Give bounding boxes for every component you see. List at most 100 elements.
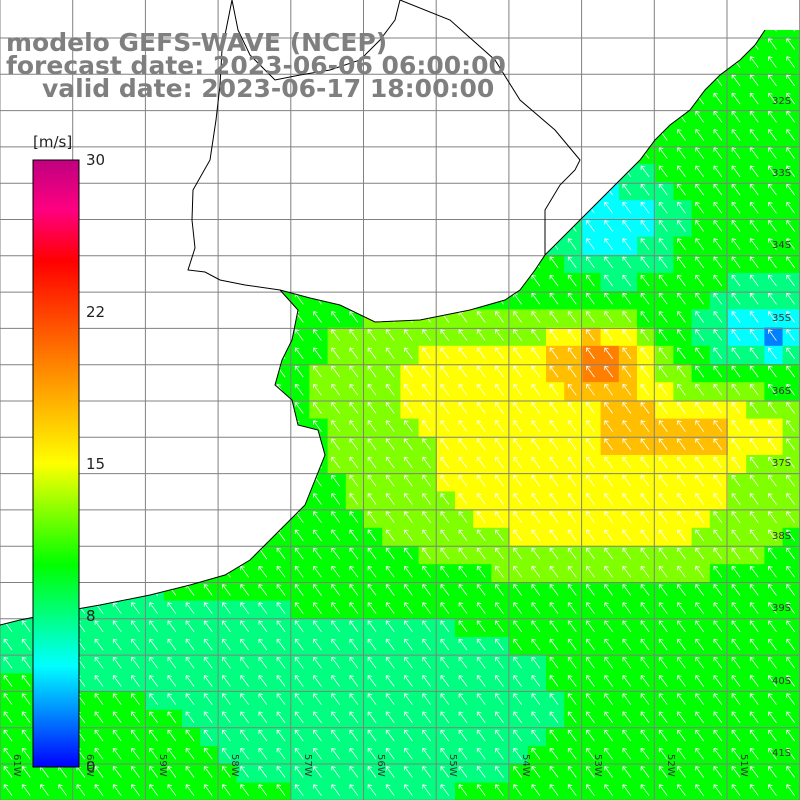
wind-arrow-icon (404, 493, 413, 505)
wind-arrow-icon (513, 493, 523, 505)
wind-arrow-icon (349, 365, 359, 378)
wind-cell (273, 782, 292, 800)
wind-arrow-icon (349, 693, 359, 705)
wind-arrow-icon (567, 438, 577, 451)
wind-cell (782, 418, 800, 438)
wind-cell (327, 782, 347, 800)
wind-arrow-icon (422, 693, 432, 705)
wind-arrow-icon (240, 584, 250, 596)
wind-arrow-icon (276, 656, 286, 669)
wind-arrow-icon (21, 784, 31, 796)
wind-arrow-icon (658, 529, 668, 542)
wind-arrow-icon (658, 656, 668, 669)
wind-arrow-icon (367, 529, 377, 542)
wind-arrow-icon (112, 638, 122, 651)
wind-arrow-icon (331, 602, 341, 614)
wind-arrow-icon (185, 620, 195, 633)
wind-arrow-icon (713, 274, 723, 287)
wind-arrow-icon (495, 529, 504, 542)
wind-arrow-icon (185, 784, 195, 796)
wind-arrow-icon (622, 547, 632, 560)
wind-cell (564, 782, 583, 800)
wind-arrow-icon (640, 220, 650, 232)
wind-arrow-icon (622, 675, 632, 687)
wind-arrow-icon (458, 438, 468, 451)
wind-arrow-icon (749, 456, 759, 469)
wind-cell (600, 782, 620, 800)
wind-cell (782, 400, 800, 420)
wind-arrow-icon (531, 784, 541, 796)
wind-arrow-icon (586, 675, 595, 687)
wind-arrow-icon (476, 638, 486, 651)
wind-arrow-icon (622, 656, 632, 669)
wind-arrow-icon (749, 474, 759, 487)
wind-arrow-icon (440, 656, 450, 669)
wind-arrow-icon (658, 493, 668, 505)
wind-arrow-icon (768, 365, 777, 378)
wind-cell (400, 782, 420, 800)
wind-arrow-icon (349, 529, 359, 542)
wind-arrow-icon (21, 656, 31, 669)
wind-arrow-icon (786, 74, 796, 87)
wind-arrow-icon (658, 329, 668, 341)
wind-arrow-icon (331, 529, 341, 542)
wind-arrow-icon (385, 620, 395, 633)
wind-arrow-icon (367, 420, 377, 432)
wind-arrow-icon (622, 383, 632, 396)
wind-cell (782, 54, 800, 74)
wind-arrow-icon (695, 711, 705, 724)
lon-label-59w: 59W (157, 754, 168, 777)
wind-arrow-icon (440, 347, 450, 360)
wind-arrow-icon (440, 402, 450, 414)
wind-arrow-icon (94, 711, 104, 724)
wind-arrow-icon (203, 638, 213, 651)
wind-arrow-icon (677, 511, 686, 523)
wind-arrow-icon (695, 129, 705, 141)
wind-arrow-icon (731, 547, 741, 560)
wind-arrow-icon (786, 420, 796, 432)
lat-label-37s: 37S (772, 458, 792, 469)
wind-arrow-icon (749, 256, 759, 269)
wind-arrow-icon (203, 711, 213, 724)
wind-cell (54, 782, 74, 800)
wind-arrow-icon (495, 675, 504, 687)
wind-cell (764, 782, 784, 800)
wind-arrow-icon (549, 420, 559, 432)
wind-arrow-icon (404, 638, 413, 651)
wind-arrow-icon (549, 675, 559, 687)
wind-arrow-icon (495, 656, 504, 669)
wind-arrow-icon (567, 620, 577, 633)
wind-arrow-icon (749, 347, 759, 360)
wind-arrow-icon (731, 529, 741, 542)
wind-arrow-icon (713, 147, 723, 159)
wind-arrow-icon (313, 547, 322, 560)
wind-arrow-icon (367, 602, 377, 614)
wind-arrow-icon (586, 784, 595, 796)
wind-arrow-icon (549, 638, 559, 651)
wind-arrow-icon (731, 511, 741, 523)
wind-arrow-icon (476, 529, 486, 542)
wind-arrow-icon (385, 329, 395, 341)
wind-cell (782, 200, 800, 219)
wind-arrow-icon (313, 675, 322, 687)
wind-arrow-icon (440, 602, 450, 614)
wind-arrow-icon (331, 329, 341, 341)
wind-arrow-icon (749, 220, 759, 232)
wind-arrow-icon (476, 329, 486, 341)
lat-label-39s: 39S (772, 603, 792, 614)
wind-arrow-icon (149, 766, 159, 778)
wind-arrow-icon (422, 438, 432, 451)
wind-arrow-icon (713, 420, 723, 432)
wind-arrow-icon (713, 747, 723, 760)
wind-arrow-icon (294, 602, 304, 614)
wind-arrow-icon (731, 147, 741, 159)
wind-arrow-icon (94, 729, 104, 742)
wind-arrow-icon (713, 365, 723, 378)
wind-arrow-icon (185, 675, 195, 687)
wind-arrow-icon (658, 165, 668, 178)
wind-arrow-icon (422, 620, 432, 633)
wind-arrow-icon (622, 238, 632, 250)
wind-arrow-icon (786, 402, 796, 414)
wind-cell (782, 436, 800, 456)
